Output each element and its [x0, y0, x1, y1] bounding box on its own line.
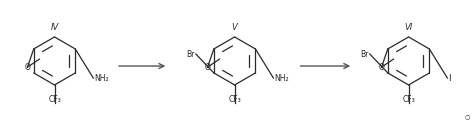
Text: I: I [448, 74, 451, 83]
Text: O: O [379, 63, 384, 72]
Text: O: O [25, 63, 30, 72]
Text: Br: Br [186, 50, 195, 59]
Text: VI: VI [404, 23, 413, 32]
Text: ○: ○ [465, 114, 470, 119]
Text: Br: Br [360, 50, 369, 59]
Text: NH₂: NH₂ [94, 74, 109, 83]
Text: CF₃: CF₃ [228, 95, 241, 104]
Text: IV: IV [50, 23, 59, 32]
Text: V: V [232, 23, 237, 32]
Text: NH₂: NH₂ [274, 74, 289, 83]
Text: O: O [205, 63, 210, 72]
Text: CF₃: CF₃ [402, 95, 415, 104]
Text: CF₃: CF₃ [48, 95, 61, 104]
